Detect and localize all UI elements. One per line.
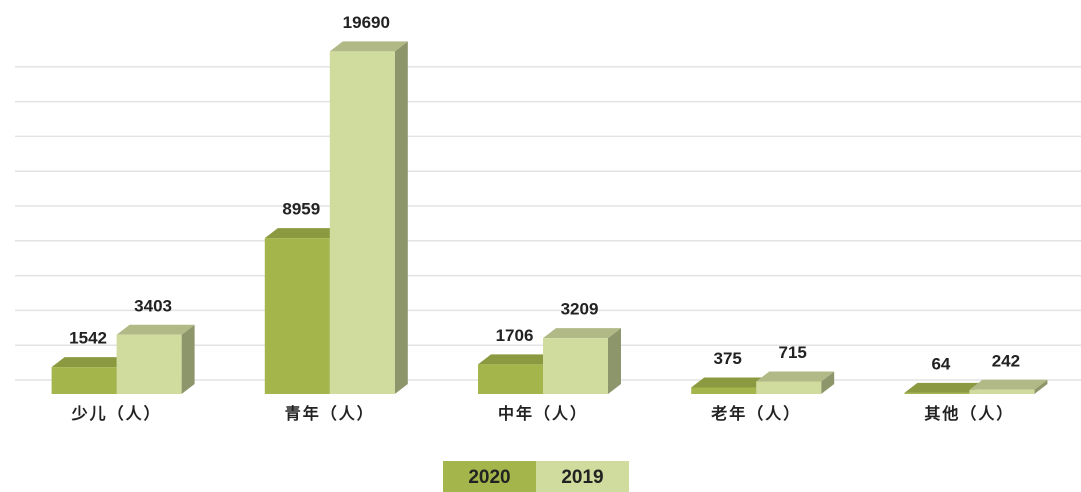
legend-label: 2020 [468,467,510,488]
bar-front [756,381,822,394]
value-label: 715 [779,343,807,362]
bar [756,371,835,394]
x-tick-label: 中年（人） [498,404,588,423]
bar-top [51,357,130,368]
value-label: 3209 [561,300,599,319]
bar-front [691,387,757,394]
bar-top [756,371,835,382]
bar-top [478,354,556,365]
bar-side [608,328,621,394]
bar-top [264,228,343,239]
bar-top [691,377,770,388]
x-tick-label: 少儿（人） [71,404,162,423]
value-label: 242 [992,351,1020,370]
bar [969,379,1048,394]
x-tick-label: 老年（人） [710,404,801,423]
value-label: 64 [931,354,950,373]
bar-top [904,382,983,393]
bar-front [116,334,182,394]
value-label: 8959 [282,200,320,219]
bar-front [51,367,117,394]
bar [329,41,408,394]
bar [116,324,195,394]
legend-label: 2019 [561,467,603,488]
bar-top [969,379,1048,390]
value-label: 19690 [343,13,390,32]
x-tick-label: 青年（人） [285,404,375,423]
value-label: 1542 [69,329,107,348]
bar-front [478,364,543,394]
bar-front [329,51,395,394]
value-label: 375 [714,349,742,368]
bar-side [821,371,835,394]
bar-top [116,324,195,335]
bar-front [969,389,1035,394]
legend-swatch [536,461,629,492]
bar-top [543,328,621,339]
value-label: 1706 [496,326,534,345]
x-tick-label: 其他（人） [924,404,1014,423]
legend-swatch [443,461,536,492]
bar-side [394,41,408,394]
bar-front [264,238,330,394]
bar-side [1034,379,1048,394]
bar-front [543,338,608,394]
bar [543,328,621,394]
bar-side [181,324,195,394]
bar-front [904,392,970,394]
bar [691,377,770,394]
value-label: 3403 [134,296,172,315]
bar-top [329,41,408,52]
